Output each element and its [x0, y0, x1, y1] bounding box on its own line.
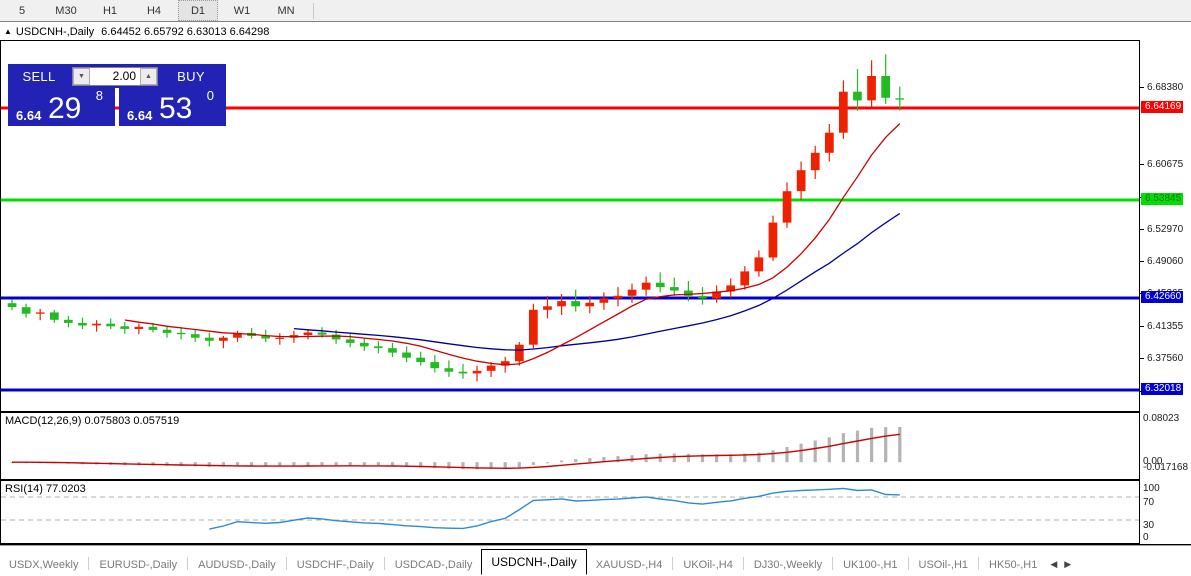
- buy-price-big: 53: [159, 92, 193, 125]
- macd-title: MACD(12,26,9) 0.075803 0.057519: [5, 415, 183, 427]
- sell-price-cell[interactable]: 6.64 29 8: [8, 88, 115, 126]
- ask-price-label: 6.53845: [1141, 193, 1184, 205]
- timeframe-d1[interactable]: D1: [178, 0, 218, 21]
- chart-tab-ukoil-h4[interactable]: UKOil-,H4: [683, 559, 733, 571]
- tab-separator: [672, 557, 674, 570]
- buy-price-base: 6.64: [127, 108, 153, 123]
- timeframe-m30[interactable]: M30: [55, 4, 77, 17]
- chart-symbol-label: USDCNH-,Daily: [15, 25, 95, 38]
- chart-tab-usdchf-daily[interactable]: USDCHF-,Daily: [296, 559, 374, 571]
- price-tick: 6.37560: [1140, 353, 1191, 364]
- oct-price-row: 6.64 29 8 6.64 53 0: [8, 88, 226, 126]
- tab-separator: [285, 557, 287, 570]
- macd-scale-tick: -0.017168: [1143, 462, 1189, 473]
- macd-scale-axis: 0.08023 0.00 -0.017168: [1139, 412, 1191, 480]
- sell-button[interactable]: SELL: [22, 68, 56, 84]
- macd-indicator-pane[interactable]: MACD(12,26,9) 0.075803 0.057519: [0, 412, 1140, 480]
- sell-price-fraction: 8: [95, 88, 103, 103]
- oct-top-row: SELL ▼ 2.00 ▲ BUY: [8, 64, 226, 88]
- macd-scale-tick: 0.00: [1143, 456, 1163, 467]
- chart-tab-usdcad-daily[interactable]: USDCAD-,Daily: [394, 559, 473, 571]
- timeframe-w1[interactable]: W1: [233, 4, 251, 17]
- rsi-scale-tick: 100: [1143, 483, 1160, 494]
- tab-separator: [832, 557, 834, 570]
- moving-average-slow-line: [293, 212, 901, 351]
- chart-tab-hk50-h1[interactable]: HK50-,H1: [989, 559, 1038, 571]
- chart-tab-uk100-h1[interactable]: UK100-,H1: [843, 559, 898, 571]
- bid-price-label: 6.64169: [1141, 101, 1184, 113]
- sell-price-big: 29: [48, 92, 82, 125]
- toolbar-separator: [313, 2, 314, 19]
- rsi-indicator-pane[interactable]: RSI(14) 77.0203: [0, 480, 1140, 544]
- chart-header: ▲ USDCNH-,Daily 6.64452 6.65792 6.63013 …: [0, 24, 1144, 39]
- chevron-left-icon[interactable]: ◀: [1050, 559, 1058, 569]
- buy-button[interactable]: BUY: [177, 68, 205, 84]
- chevron-right-icon[interactable]: ▶: [1064, 559, 1072, 569]
- chart-tab-usdx-weekly[interactable]: USDX,Weekly: [9, 559, 79, 571]
- candlestick-series: [7, 54, 905, 382]
- rsi-line: [209, 487, 900, 530]
- price-tick: 6.41355: [1140, 321, 1191, 332]
- rsi-scale-tick: 30: [1143, 520, 1155, 531]
- price-tick: 6.52970: [1140, 224, 1191, 235]
- tab-scroll-arrows: ◀ ▶: [1050, 559, 1071, 570]
- price-scale-axis[interactable]: 6.68380 6.60675 6.56880 6.52970 6.49060 …: [1139, 40, 1191, 429]
- tab-separator: [88, 557, 90, 570]
- macd-histogram: [10, 427, 902, 470]
- support-price-label: 6.32018: [1141, 383, 1184, 395]
- tab-separator: [187, 557, 189, 570]
- chart-window: ▲ USDCNH-,Daily 6.64452 6.65792 6.63013 …: [0, 21, 1191, 567]
- timeframe-mn[interactable]: MN: [277, 4, 295, 17]
- buy-price-fraction: 0: [206, 88, 214, 103]
- chart-tab-eurusd-daily[interactable]: EURUSD-,Daily: [99, 559, 178, 571]
- tab-separator: [907, 557, 909, 570]
- volume-up-icon[interactable]: ▲: [140, 67, 157, 85]
- tab-separator: [978, 557, 980, 570]
- price-tick: 6.68380: [1140, 82, 1191, 93]
- rsi-scale-tick: 0: [1143, 532, 1149, 543]
- triangle-up-icon[interactable]: ▲: [4, 27, 12, 36]
- chart-tab-audusd-daily[interactable]: AUDUSD-,Daily: [198, 559, 276, 571]
- chart-tab-bar: USDX,Weekly EURUSD-,Daily AUDUSD-,Daily …: [0, 545, 1191, 575]
- chart-tab-dj30-weekly[interactable]: DJ30-,Weekly: [753, 559, 823, 571]
- chart-tab-usdcnh-daily[interactable]: USDCNH-,Daily: [481, 549, 587, 575]
- price-tick: 6.60675: [1140, 159, 1191, 170]
- one-click-trading-panel[interactable]: SELL ▼ 2.00 ▲ BUY 6.64 29 8 6.64 53 0: [8, 64, 226, 126]
- volume-down-icon[interactable]: ▼: [73, 67, 90, 85]
- buy-price-cell[interactable]: 6.64 53 0: [119, 88, 226, 126]
- rsi-chart-svg: [1, 487, 1140, 530]
- macd-signal-line: [12, 433, 900, 470]
- chart-ohlc-values: 6.64452 6.65792 6.63013 6.64298: [101, 25, 270, 38]
- volume-input[interactable]: 2.00: [112, 69, 136, 83]
- resistance-price-label: 6.42660: [1141, 291, 1184, 303]
- timeframe-h4[interactable]: H4: [146, 4, 162, 17]
- rsi-scale-tick: 70: [1143, 497, 1155, 508]
- chart-tab-usoil-h1[interactable]: USOil-,H1: [918, 559, 969, 571]
- tab-separator: [742, 557, 744, 570]
- volume-stepper[interactable]: ▼ 2.00 ▲: [72, 66, 158, 86]
- rsi-title: RSI(14) 77.0203: [5, 483, 89, 495]
- top-toolbar: 5 M30 H1 H4 D1 W1 MN: [0, 0, 1191, 22]
- macd-scale-tick: 0.08023: [1143, 413, 1180, 424]
- rsi-scale-axis: 100 70 30 0: [1139, 480, 1191, 544]
- macd-chart-svg: [10, 427, 902, 470]
- chart-tab-xauusd-h4[interactable]: XAUUSD-,H4: [595, 559, 663, 571]
- timeframe-h1[interactable]: H1: [102, 4, 118, 17]
- timeframe-m5[interactable]: 5: [18, 4, 26, 17]
- price-tick: 6.49060: [1140, 256, 1191, 267]
- sell-price-base: 6.64: [16, 108, 42, 123]
- tab-separator: [383, 557, 385, 570]
- moving-average-fast-line: [124, 123, 901, 366]
